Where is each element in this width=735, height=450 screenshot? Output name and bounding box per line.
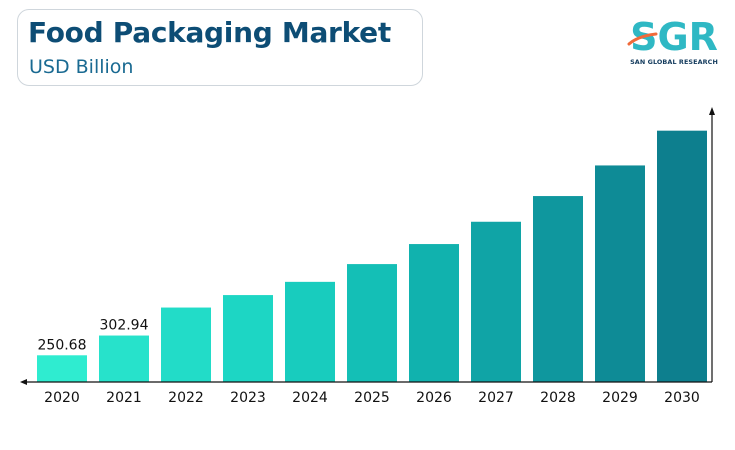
- bars-group: [37, 130, 707, 382]
- bar-2029: [595, 165, 645, 382]
- bar-2020: [37, 355, 87, 382]
- sgr-logo: SGR SAN GLOBAL RESEARCH: [626, 14, 722, 68]
- labels-group: 250.68 302.94: [38, 318, 149, 354]
- bar-2030: [657, 130, 707, 382]
- x-tick-label-2024: 2024: [292, 390, 328, 406]
- bar-2024: [285, 281, 335, 382]
- data-label-2020: 250.68: [38, 337, 87, 353]
- x-tick-label-2025: 2025: [354, 390, 390, 406]
- x-tick-label-2022: 2022: [168, 390, 204, 406]
- chart-subtitle: USD Billion: [29, 56, 134, 78]
- sgr-logo-mark: SGR: [627, 15, 718, 58]
- title-box: Food Packaging Market USD Billion: [17, 9, 423, 86]
- bar-2025: [347, 264, 397, 382]
- x-axis-arrow: [20, 379, 27, 385]
- x-tick-label-2029: 2029: [602, 390, 638, 406]
- x-tick-labels: 2020 2021 2022 2023 2024 2025 2026 2027 2028 2029…: [44, 390, 700, 406]
- bar-2026: [409, 244, 459, 382]
- logo-swoosh: [627, 32, 658, 46]
- x-tick-label-2026: 2026: [416, 390, 452, 406]
- x-tick-label-2023: 2023: [230, 390, 266, 406]
- data-label-2021: 302.94: [100, 318, 149, 334]
- x-tick-label-2028: 2028: [540, 390, 576, 406]
- y-axis-arrow: [709, 107, 715, 115]
- bar-2022: [161, 307, 211, 382]
- x-tick-label-2021: 2021: [106, 390, 142, 406]
- bar-2027: [471, 221, 521, 382]
- x-tick-label-2020: 2020: [44, 390, 80, 406]
- bar-2028: [533, 196, 583, 382]
- x-tick-label-2030: 2030: [664, 390, 700, 406]
- x-tick-label-2027: 2027: [478, 390, 514, 406]
- bar-2021: [99, 335, 149, 382]
- bar-2023: [223, 295, 273, 382]
- logo-tagline: SAN GLOBAL RESEARCH: [630, 58, 718, 66]
- chart-title: Food Packaging Market: [28, 16, 391, 49]
